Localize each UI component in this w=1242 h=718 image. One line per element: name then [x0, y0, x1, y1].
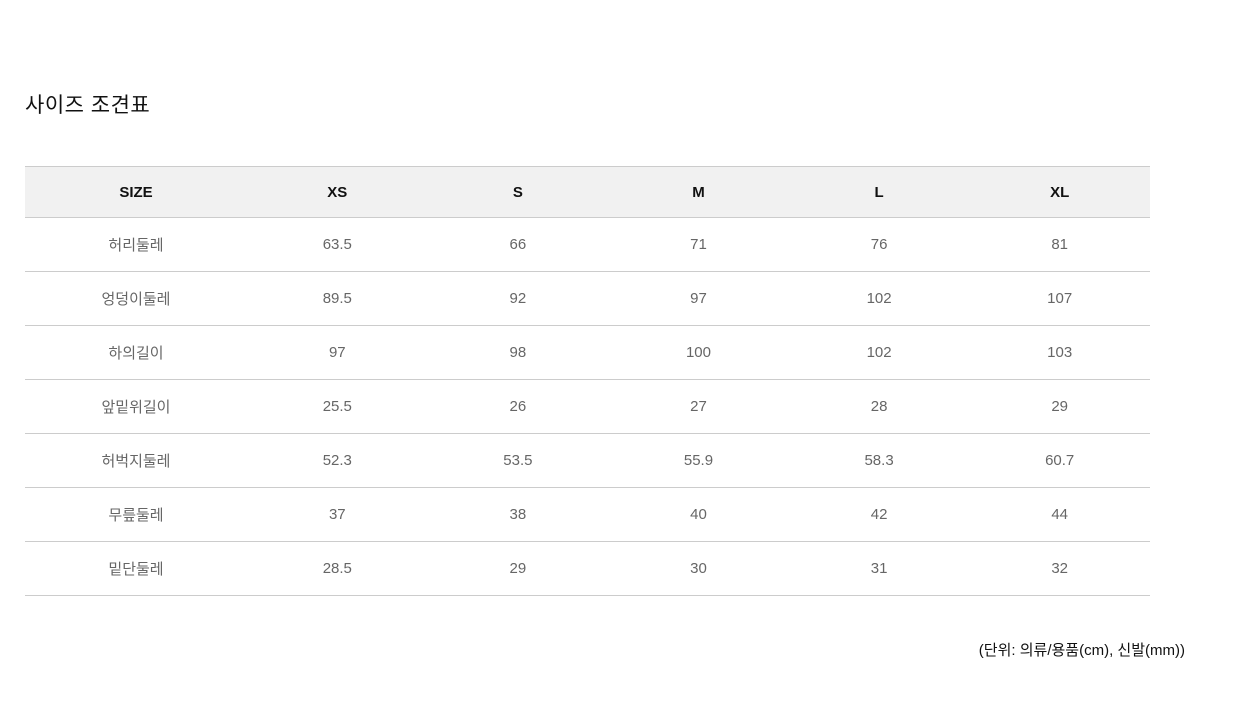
- measurement-cell: 31: [788, 541, 970, 596]
- measurement-cell: 28.5: [247, 541, 428, 596]
- measurement-cell: 63.5: [247, 217, 428, 272]
- table-row: 허벅지둘레 52.3 53.5 55.9 58.3 60.7: [25, 433, 1150, 488]
- table-row: 엉덩이둘레 89.5 92 97 102 107: [25, 271, 1150, 326]
- measurement-cell: 92: [427, 271, 609, 326]
- table-row: 앞밑위길이 25.5 26 27 28 29: [25, 379, 1150, 434]
- header-row: SIZE XS S M L XL: [25, 166, 1150, 218]
- measurement-cell: 71: [608, 217, 789, 272]
- measurement-cell: 32: [969, 541, 1150, 596]
- measurement-cell: 66: [427, 217, 609, 272]
- column-header-l: L: [788, 166, 970, 218]
- size-table: SIZE XS S M L XL 허리둘레 63.5 66 71 76 81 엉덩이둘레 89.5 92 9…: [25, 166, 1150, 596]
- page-title: 사이즈 조견표: [25, 94, 151, 117]
- measurement-cell: 40: [608, 487, 789, 542]
- column-header-size: SIZE: [25, 166, 247, 218]
- measurement-cell: 26: [427, 379, 609, 434]
- row-label: 무릎둘레: [25, 487, 247, 542]
- measurement-cell: 38: [427, 487, 609, 542]
- measurement-cell: 52.3: [247, 433, 428, 488]
- table-row: 하의길이 97 98 100 102 103: [25, 325, 1150, 380]
- measurement-cell: 97: [608, 271, 789, 326]
- measurement-cell: 107: [969, 271, 1150, 326]
- measurement-cell: 37: [247, 487, 428, 542]
- measurement-cell: 60.7: [969, 433, 1150, 488]
- column-header-xs: XS: [247, 166, 428, 218]
- row-label: 허리둘레: [25, 217, 247, 272]
- measurement-cell: 76: [788, 217, 970, 272]
- measurement-cell: 42: [788, 487, 970, 542]
- column-header-s: S: [427, 166, 609, 218]
- row-label: 하의길이: [25, 325, 247, 380]
- measurement-cell: 55.9: [608, 433, 789, 488]
- measurement-cell: 103: [969, 325, 1150, 380]
- measurement-cell: 102: [788, 271, 970, 326]
- measurement-cell: 58.3: [788, 433, 970, 488]
- table-row: 허리둘레 63.5 66 71 76 81: [25, 217, 1150, 272]
- measurement-cell: 81: [969, 217, 1150, 272]
- size-table-body: 허리둘레 63.5 66 71 76 81 엉덩이둘레 89.5 92 97 102 107 하의길이 9…: [25, 217, 1150, 596]
- row-label: 허벅지둘레: [25, 433, 247, 488]
- measurement-cell: 29: [969, 379, 1150, 434]
- measurement-cell: 53.5: [427, 433, 609, 488]
- row-label: 앞밑위길이: [25, 379, 247, 434]
- unit-note: (단위: 의류/용품(cm), 신발(mm)): [978, 642, 1185, 659]
- size-table-header: SIZE XS S M L XL: [25, 166, 1150, 218]
- row-label: 엉덩이둘레: [25, 271, 247, 326]
- measurement-cell: 97: [247, 325, 428, 380]
- measurement-cell: 98: [427, 325, 609, 380]
- table-row: 무릎둘레 37 38 40 42 44: [25, 487, 1150, 542]
- measurement-cell: 102: [788, 325, 970, 380]
- measurement-cell: 30: [608, 541, 789, 596]
- measurement-cell: 29: [427, 541, 609, 596]
- measurement-cell: 89.5: [247, 271, 428, 326]
- row-label: 밑단둘레: [25, 541, 247, 596]
- table-row: 밑단둘레 28.5 29 30 31 32: [25, 541, 1150, 596]
- measurement-cell: 25.5: [247, 379, 428, 434]
- measurement-cell: 100: [608, 325, 789, 380]
- measurement-cell: 27: [608, 379, 789, 434]
- column-header-m: M: [608, 166, 789, 218]
- measurement-cell: 28: [788, 379, 970, 434]
- column-header-xl: XL: [969, 166, 1150, 218]
- measurement-cell: 44: [969, 487, 1150, 542]
